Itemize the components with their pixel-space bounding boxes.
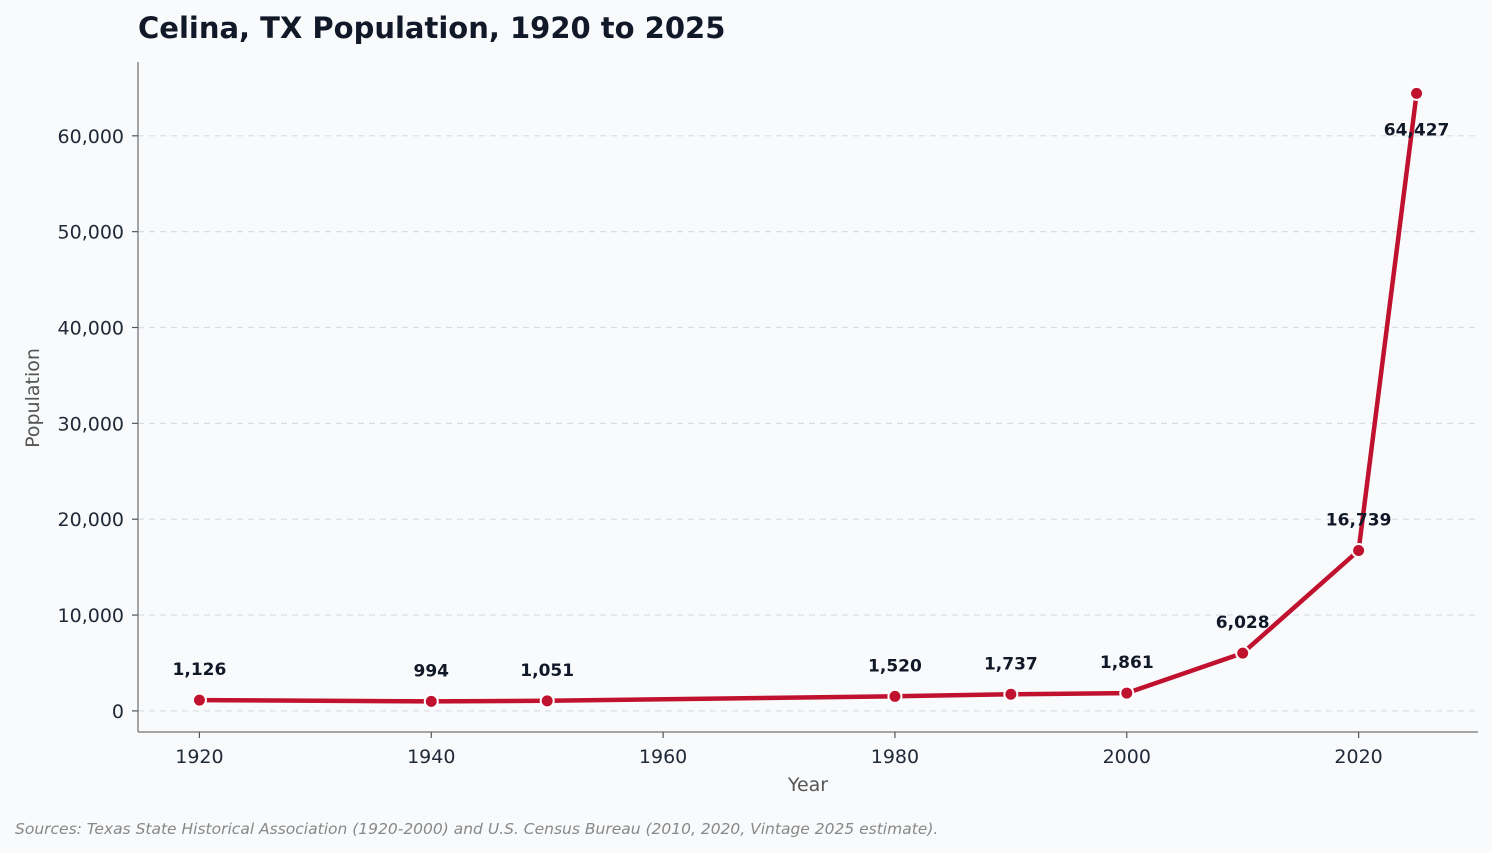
x-axis-label: Year xyxy=(787,774,828,796)
y-tick-label: 0 xyxy=(112,701,124,723)
x-tick-label: 1940 xyxy=(407,746,455,768)
data-point xyxy=(1119,685,1135,701)
y-tick-label: 40,000 xyxy=(58,318,124,340)
x-tick-label: 1920 xyxy=(175,746,223,768)
y-tick-label: 10,000 xyxy=(58,605,124,627)
y-tick-label: 20,000 xyxy=(58,509,124,531)
x-tick-label: 1980 xyxy=(871,746,919,768)
y-tick-label: 30,000 xyxy=(58,413,124,435)
data-point xyxy=(1003,686,1019,702)
grid-lines xyxy=(138,135,1478,712)
y-axis-label: Population xyxy=(22,348,44,448)
data-point xyxy=(1235,645,1251,661)
data-point xyxy=(191,692,207,708)
data-label: 1,737 xyxy=(984,654,1038,674)
y-axis-ticks: 0 10,000 20,000 30,000 40,000 50,000 60,000 xyxy=(58,126,138,723)
data-label: 1,861 xyxy=(1100,653,1154,673)
data-labels: 1,126 994 1,051 1,520 1,737 1,861 6,028 16,739 6… xyxy=(173,120,1450,681)
data-label: 1,051 xyxy=(520,661,574,681)
data-label: 1,126 xyxy=(173,660,227,680)
x-axis-ticks: 1920 1940 1960 1980 2000 2020 xyxy=(175,732,1383,768)
x-tick-label: 1960 xyxy=(639,746,687,768)
x-tick-label: 2000 xyxy=(1103,746,1151,768)
series-population xyxy=(191,85,1425,709)
data-point xyxy=(1409,85,1425,101)
y-tick-label: 50,000 xyxy=(58,222,124,244)
data-point xyxy=(887,688,903,704)
data-label: 16,739 xyxy=(1326,510,1392,530)
y-tick-label: 60,000 xyxy=(58,126,124,148)
data-point xyxy=(539,693,555,709)
data-point xyxy=(423,693,439,709)
data-label: 1,520 xyxy=(868,656,922,676)
data-label: 994 xyxy=(414,661,450,681)
x-tick-label: 2020 xyxy=(1334,746,1382,768)
data-label: 6,028 xyxy=(1216,613,1270,633)
data-point xyxy=(1351,542,1367,558)
chart-title: Celina, TX Population, 1920 to 2025 xyxy=(138,11,725,45)
population-line xyxy=(197,91,1419,704)
source-note: Sources: Texas State Historical Associat… xyxy=(15,820,938,838)
data-label: 64,427 xyxy=(1384,120,1450,140)
